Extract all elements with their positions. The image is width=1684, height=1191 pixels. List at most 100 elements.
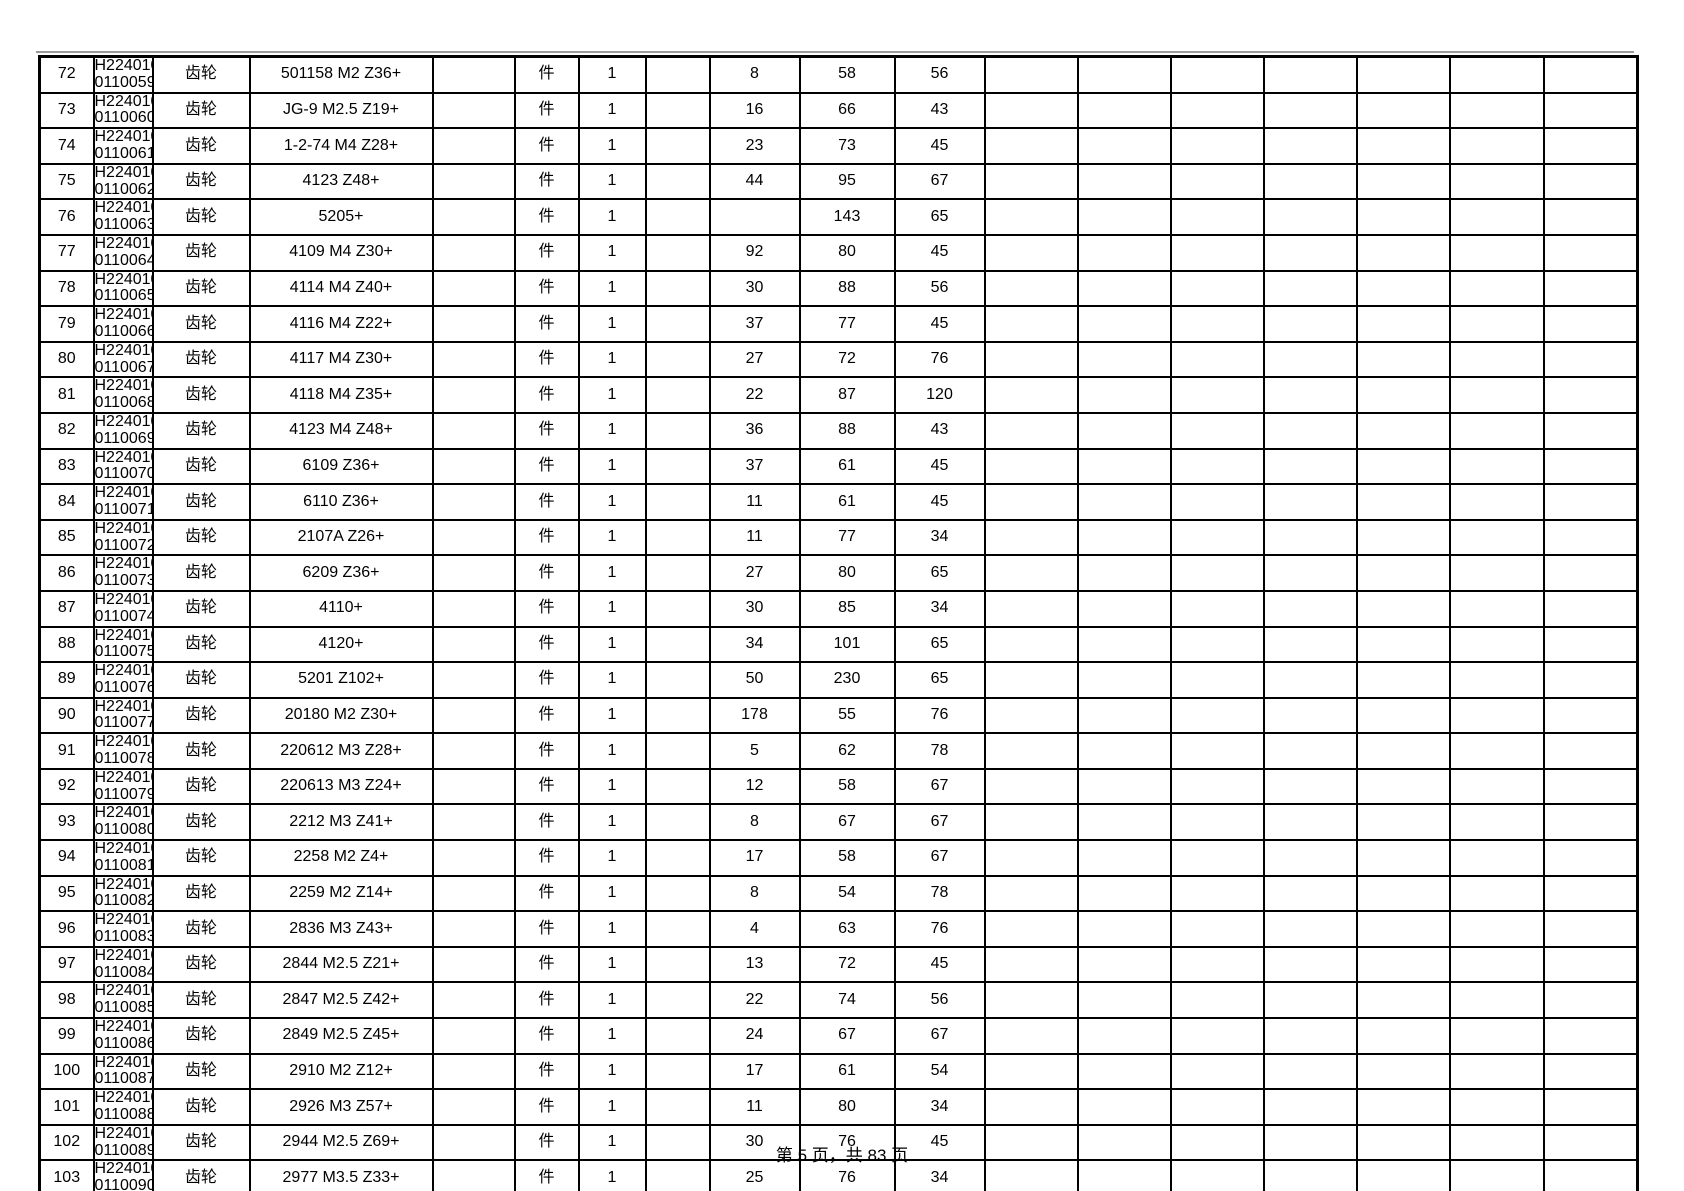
cell-no: 89 [38,661,95,699]
cell-blank1 [431,91,516,130]
cell-v2: 87 [798,376,896,414]
part-code-prefix: H22401001 [94,982,151,1000]
part-code-prefix: H22401001 [94,412,151,430]
cell-blank8 [1448,554,1545,592]
cell-code: H224010010110062 [92,162,154,201]
cell-v1: 30 [708,1123,801,1162]
cell-v1: 178 [708,696,801,735]
table-row: 98H224010010110085齿轮2847 M2.5 Z42+ 件1 2274… [38,981,1639,1020]
cell-v2: 230 [798,661,896,699]
cell-blank2 [644,55,711,94]
cell-unit: 件 [513,1088,580,1126]
cell-v1: 22 [708,981,801,1020]
cell-name: 齿轮 [151,1017,251,1055]
part-code-prefix: H22401001 [94,234,151,252]
cell-blank3 [983,625,1079,664]
cell-v1: 11 [708,518,801,557]
cell-blank3 [983,554,1079,592]
cell-v2: 58 [798,55,896,94]
cell-unit: 件 [513,91,580,130]
cell-name: 齿轮 [151,732,251,770]
cell-qty: 1 [577,198,647,236]
cell-blank6 [1262,839,1358,877]
cell-v2: 88 [798,269,896,308]
part-code-prefix: H22401001 [94,306,151,324]
cell-blank5 [1169,198,1265,236]
cell-qty: 1 [577,233,647,272]
cell-v2: 61 [798,447,896,486]
cell-model: 2836 M3 Z43+ [248,910,434,948]
cell-name: 齿轮 [151,661,251,699]
cell-code: H224010010110080 [92,803,154,842]
part-code-prefix: H22401001 [94,804,151,822]
cell-qty: 1 [577,910,647,948]
cell-blank9 [1542,661,1639,699]
cell-blank3 [983,518,1079,557]
cell-blank5 [1169,340,1265,379]
cell-no: 84 [38,483,95,521]
cell-blank7 [1355,945,1451,984]
cell-blank7 [1355,732,1451,770]
cell-blank3 [983,411,1079,450]
cell-blank7 [1355,1088,1451,1126]
cell-blank9 [1542,1052,1639,1091]
cell-blank8 [1448,910,1545,948]
cell-code: H224010010110082 [92,874,154,913]
cell-qty: 1 [577,91,647,130]
cell-blank1 [431,1052,516,1091]
cell-blank7 [1355,483,1451,521]
cell-blank4 [1076,554,1172,592]
cell-blank5 [1169,945,1265,984]
cell-blank3 [983,767,1079,806]
cell-code: H224010010110060 [92,91,154,130]
cell-blank5 [1169,1052,1265,1091]
cell-v3: 67 [893,767,986,806]
cell-v1: 25 [708,1159,801,1191]
part-code-number: 0110085 [94,999,153,1017]
cell-v3: 43 [893,411,986,450]
cell-blank3 [983,340,1079,379]
cell-name: 齿轮 [151,910,251,948]
cell-blank3 [983,1088,1079,1126]
cell-v1: 23 [708,127,801,165]
cell-v1: 27 [708,554,801,592]
cell-blank2 [644,661,711,699]
cell-qty: 1 [577,1088,647,1126]
cell-blank1 [431,732,516,770]
cell-qty: 1 [577,483,647,521]
cell-code: H224010010110085 [92,981,154,1020]
cell-blank7 [1355,55,1451,94]
cell-name: 齿轮 [151,233,251,272]
cell-v2: 61 [798,483,896,521]
cell-v2: 77 [798,305,896,343]
cell-unit: 件 [513,625,580,664]
cell-blank5 [1169,127,1265,165]
part-code-prefix: H22401001 [94,270,151,288]
cell-blank9 [1542,803,1639,842]
cell-v2: 73 [798,127,896,165]
cell-v2: 80 [798,1088,896,1126]
cell-blank9 [1542,839,1639,877]
cell-model: 5201 Z102+ [248,661,434,699]
cell-blank9 [1542,696,1639,735]
cell-v1 [708,198,801,236]
cell-v1: 11 [708,483,801,521]
cell-qty: 1 [577,554,647,592]
cell-blank7 [1355,1052,1451,1091]
part-code-prefix: H22401001 [94,840,151,858]
cell-blank1 [431,696,516,735]
cell-no: 102 [38,1123,95,1162]
cell-v3: 45 [893,483,986,521]
cell-blank3 [983,198,1079,236]
cell-blank4 [1076,55,1172,94]
cell-blank5 [1169,305,1265,343]
cell-blank8 [1448,127,1545,165]
part-code-prefix: H22401001 [94,662,151,680]
cell-blank5 [1169,589,1265,628]
cell-qty: 1 [577,411,647,450]
cell-unit: 件 [513,1052,580,1091]
part-code-number: 0110065 [94,287,153,305]
cell-blank6 [1262,767,1358,806]
